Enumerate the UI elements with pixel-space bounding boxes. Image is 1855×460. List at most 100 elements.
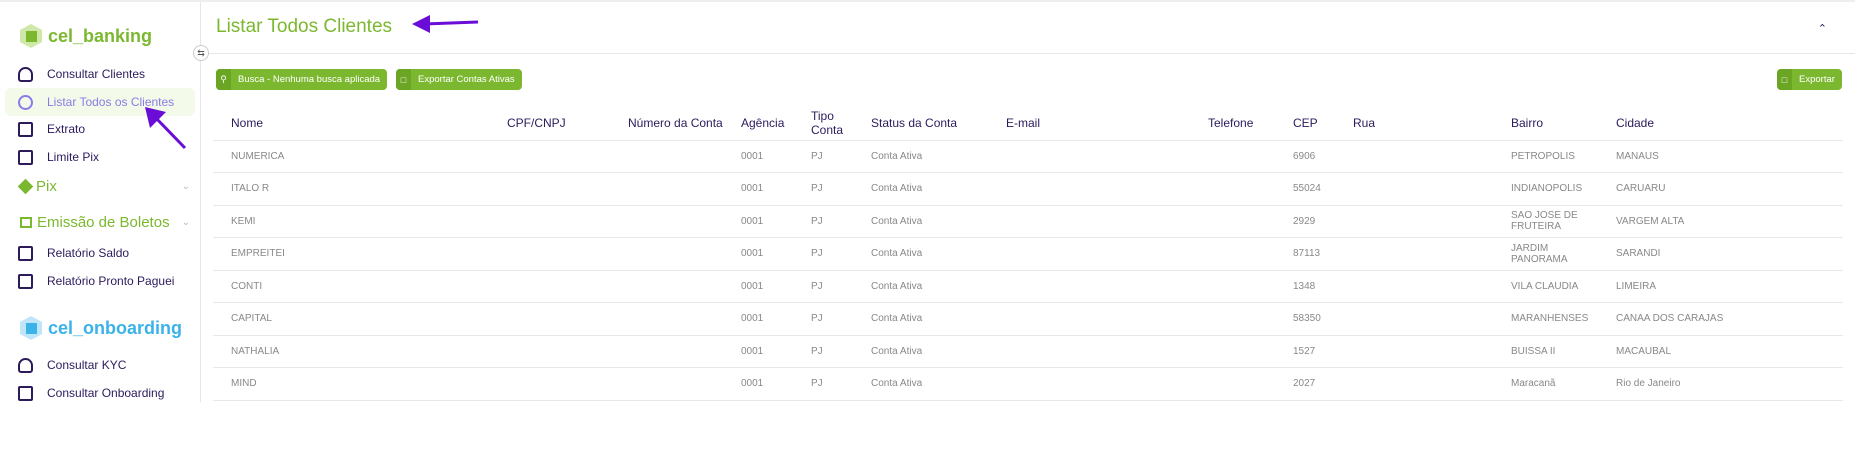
table-cell (1335, 205, 1493, 238)
column-header[interactable]: E-mail (988, 106, 1190, 141)
sidebar-item-listar-clientes[interactable]: Listar Todos os Clientes (5, 88, 195, 116)
brand-cel-onboarding[interactable]: cel_onboarding (20, 316, 182, 340)
sidebar-item-label: Consultar Clientes (47, 67, 146, 81)
table-cell: LIMEIRA (1598, 270, 1843, 303)
table-cell: Conta Ativa (853, 302, 988, 336)
table-cell: 0001 (723, 367, 793, 401)
column-header[interactable]: Número da Conta (610, 106, 723, 141)
annotation-arrow-icon (412, 15, 479, 33)
table-cell: Conta Ativa (853, 172, 988, 206)
pix-icon (17, 178, 34, 195)
table-cell (1190, 367, 1275, 401)
table-cell: PJ (793, 302, 853, 336)
table-cell: Rio de Janeiro (1598, 367, 1843, 401)
sidebar-item-extrato[interactable]: Extrato (5, 115, 195, 143)
table-row[interactable]: NUMERICA 0001 PJ Conta Ativa 6906 PETROPOLIS M… (213, 140, 1843, 173)
table-cell: MACAUBAL (1598, 335, 1843, 368)
column-header[interactable]: CPF/CNPJ (489, 106, 610, 141)
column-header[interactable]: Status da Conta (853, 106, 988, 141)
table-cell: NUMERICA (213, 140, 489, 173)
table-cell (1190, 270, 1275, 303)
column-header[interactable]: Cidade (1598, 106, 1843, 141)
table-cell: EMPREITEI (213, 237, 489, 271)
page-title: Listar Todos Clientes (216, 16, 393, 37)
table-cell (988, 205, 1190, 238)
table-cell: JARDIM PANORAMA (1493, 237, 1598, 271)
chevron-down-icon: ⌄ (181, 217, 190, 228)
chevron-up-icon[interactable]: ⌃ (1817, 23, 1827, 35)
column-header[interactable]: Rua (1335, 106, 1493, 141)
export-button[interactable]: □ Exportar (1777, 69, 1842, 90)
table-cell: KEMI (213, 205, 489, 238)
sidebar-item-consultar-onboarding[interactable]: Consultar Onboarding (5, 379, 195, 407)
table-cell: Conta Ativa (853, 367, 988, 401)
table-cell: VARGEM ALTA (1598, 205, 1843, 238)
table-cell: PJ (793, 270, 853, 303)
sidebar-item-consultar-clientes[interactable]: Consultar Clientes (5, 60, 195, 88)
table-cell (489, 367, 610, 401)
table-row[interactable]: MIND 0001 PJ Conta Ativa 2027 Maracanã Rio de … (213, 367, 1843, 401)
table-cell: SAO JOSE DE FRUTEIRA (1493, 205, 1598, 238)
search-button[interactable]: ⚲ Busca - Nenhuma busca aplicada (216, 69, 388, 90)
column-header[interactable]: Tipo Conta (793, 106, 853, 141)
table-cell: MANAUS (1598, 140, 1843, 173)
table-cell (1335, 237, 1493, 271)
table-cell: PJ (793, 140, 853, 173)
sidebar-toggle-icon[interactable]: ⇆ (193, 45, 209, 61)
table-cell (610, 237, 723, 271)
table-cell: CARUARU (1598, 172, 1843, 206)
table-row[interactable]: CONTI 0001 PJ Conta Ativa 1348 VILA CLAUDIA LI… (213, 270, 1843, 303)
table-cell (988, 140, 1190, 173)
column-header[interactable]: Telefone (1190, 106, 1275, 141)
table-cell: Conta Ativa (853, 270, 988, 303)
column-header[interactable]: Bairro (1493, 106, 1598, 141)
table-row[interactable]: NATHALIA 0001 PJ Conta Ativa 1527 BUISSA II MA… (213, 335, 1843, 368)
table-cell: 0001 (723, 140, 793, 173)
table-cell: Conta Ativa (853, 335, 988, 368)
table-cell (1190, 205, 1275, 238)
table-cell (988, 237, 1190, 271)
table-cell: MIND (213, 367, 489, 401)
table-row[interactable]: ITALO R 0001 PJ Conta Ativa 55024 INDIANOPOLI… (213, 172, 1843, 206)
table-row[interactable]: CAPITAL 0001 PJ Conta Ativa 58350 MARANHENSES… (213, 302, 1843, 336)
table-cell: 55024 (1275, 172, 1335, 206)
table-cell: Conta Ativa (853, 140, 988, 173)
table-cell (489, 172, 610, 206)
table-cell: CAPITAL (213, 302, 489, 336)
table-cell: 58350 (1275, 302, 1335, 336)
table-cell (610, 335, 723, 368)
table-cell: PJ (793, 335, 853, 368)
table-cell (489, 302, 610, 336)
sidebar-item-label: Listar Todos os Clientes (47, 95, 175, 109)
sidebar-item-limite-pix[interactable]: Limite Pix (5, 143, 195, 171)
table-row[interactable]: EMPREITEI 0001 PJ Conta Ativa 87113 JARDIM PA… (213, 237, 1843, 271)
sidebar-item-relatorio-pronto-paguei[interactable]: Relatório Pronto Paguei (5, 267, 195, 295)
table-cell (988, 302, 1190, 336)
file-icon: □ (1777, 69, 1792, 90)
table-row[interactable]: KEMI 0001 PJ Conta Ativa 2929 SAO JOSE DE FRU… (213, 205, 1843, 238)
brand-cel-banking[interactable]: cel_banking (20, 24, 152, 48)
annotation-arrow-icon (145, 107, 187, 150)
table-cell (988, 172, 1190, 206)
sidebar-item-label: Relatório Saldo (47, 246, 130, 260)
table-cell: NATHALIA (213, 335, 489, 368)
table-cell (1335, 367, 1493, 401)
table-cell (610, 172, 723, 206)
group-label: Emissão de Boletos (37, 214, 170, 231)
table-cell: PJ (793, 237, 853, 271)
table-cell: PJ (793, 205, 853, 238)
sidebar-item-relatorio-saldo[interactable]: Relatório Saldo (5, 239, 195, 267)
sidebar-group-boletos[interactable]: Emissão de Boletos ⌄ (20, 214, 190, 231)
table-cell (489, 335, 610, 368)
sidebar-item-consultar-kyc[interactable]: Consultar KYC (5, 351, 195, 379)
export-active-accounts-button[interactable]: □ Exportar Contas Ativas (396, 69, 522, 90)
column-header[interactable]: Nome (213, 106, 489, 141)
table-cell: 1527 (1275, 335, 1335, 368)
table-cell: SARANDI (1598, 237, 1843, 271)
table-cell: CANAA DOS CARAJAS (1598, 302, 1843, 336)
table-cell (1190, 335, 1275, 368)
column-header[interactable]: CEP (1275, 106, 1335, 141)
sidebar-group-pix[interactable]: Pix ⌄ (17, 178, 190, 195)
column-header[interactable]: Agência (723, 106, 793, 141)
table-cell: PJ (793, 367, 853, 401)
